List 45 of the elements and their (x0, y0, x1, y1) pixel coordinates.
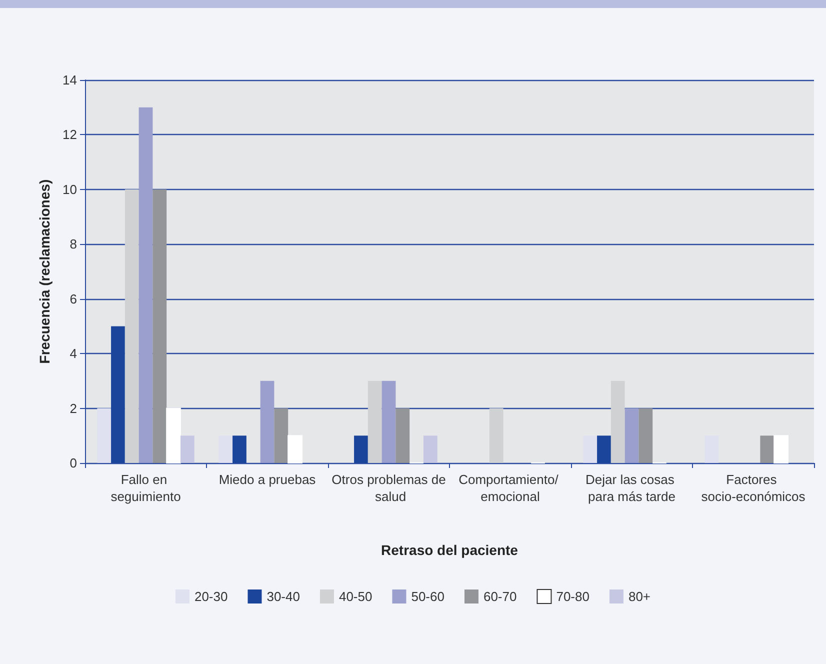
legend-label: 50-60 (411, 589, 444, 604)
bar (597, 436, 611, 463)
y-tick-label: 4 (70, 346, 77, 362)
legend-label: 20-30 (194, 589, 228, 604)
legend-label: 80+ (628, 589, 651, 604)
y-tick-label: 10 (62, 182, 77, 197)
bar (610, 380, 625, 463)
legend-label: 40-50 (338, 589, 372, 604)
bar (489, 408, 504, 463)
x-axis-title: Retraso del paciente (381, 542, 518, 558)
legend-label: 30-40 (266, 589, 300, 604)
y-tick-label: 12 (62, 127, 77, 142)
bar (166, 408, 181, 464)
bar (111, 326, 125, 463)
x-tick-label: Dejar las cosas para más tarde (586, 472, 678, 504)
legend-label: 60-70 (483, 589, 517, 604)
bar (368, 380, 382, 463)
x-tick-label: Otros problemas de salud (332, 472, 446, 504)
y-tick-label: 6 (70, 291, 77, 306)
y-tick-label: 8 (70, 236, 77, 252)
bar (423, 436, 438, 463)
x-tick-label: Miedo a pruebas (218, 472, 316, 487)
y-tick-label: 2 (70, 400, 77, 416)
bar (260, 380, 274, 463)
y-axis-title: Frecuencia (reclamaciones) (36, 179, 53, 364)
x-tick-label: Comportamiento/ emocional (458, 472, 562, 504)
bar (382, 380, 396, 463)
y-tick-label: 14 (62, 72, 77, 88)
bar (774, 435, 788, 464)
bar (138, 107, 153, 463)
x-tick-label: Factores socio-económicos (701, 472, 806, 504)
bar (288, 435, 302, 464)
bar (760, 436, 774, 463)
bar (232, 436, 246, 463)
bar (624, 408, 639, 463)
bar (638, 408, 653, 463)
bar (152, 189, 167, 463)
y-tick-label: 0 (70, 456, 77, 470)
legend-label: 70-80 (556, 589, 590, 604)
x-tick-label: Fallo en seguimiento (110, 472, 181, 504)
bar (274, 408, 288, 463)
bar (180, 436, 194, 463)
bar (396, 408, 410, 463)
bar (354, 436, 368, 463)
bar (124, 189, 139, 463)
